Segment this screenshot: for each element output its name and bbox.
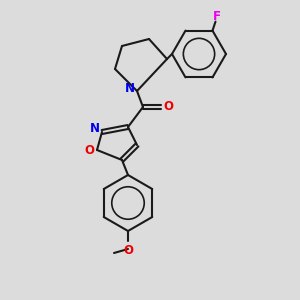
Text: N: N bbox=[90, 122, 100, 136]
Text: O: O bbox=[163, 100, 173, 113]
Text: N: N bbox=[125, 82, 135, 95]
Text: F: F bbox=[212, 10, 220, 23]
Text: O: O bbox=[123, 244, 133, 257]
Text: O: O bbox=[84, 143, 94, 157]
